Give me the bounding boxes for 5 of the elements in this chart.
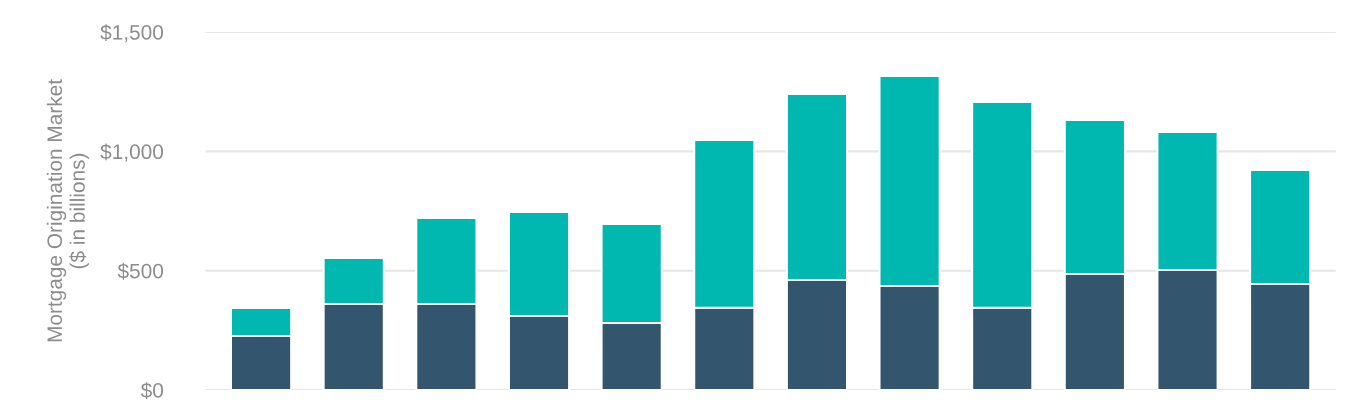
y-tick-label: $0 bbox=[140, 382, 164, 399]
y-tick-label: $1,000 bbox=[100, 143, 164, 162]
y-axis-title: Mortgage Origination Market ($ in billions) bbox=[46, 79, 89, 342]
y-tick-label: $1,500 bbox=[100, 24, 164, 43]
y-tick-label: $500 bbox=[117, 262, 164, 280]
